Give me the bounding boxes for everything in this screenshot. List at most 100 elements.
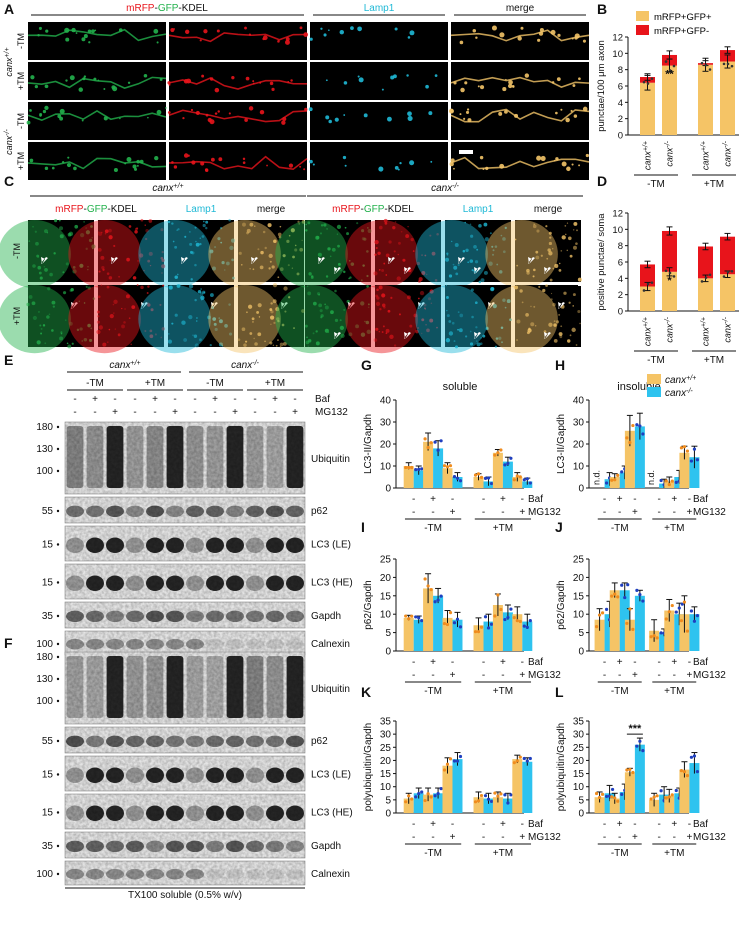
punctum — [324, 303, 327, 306]
punctum — [325, 115, 330, 120]
micrograph-tile — [485, 220, 582, 289]
mg132-sign: - — [673, 670, 676, 681]
baf-sign: + — [671, 494, 677, 505]
data-point — [486, 476, 491, 480]
data-point — [518, 475, 522, 479]
bar-segment — [640, 264, 655, 287]
punctum — [428, 111, 433, 116]
micrograph-tile — [310, 62, 448, 100]
punctum — [118, 275, 121, 278]
group-label: +TM — [664, 848, 684, 859]
punctum — [448, 108, 454, 114]
punctum — [212, 317, 217, 321]
punctum — [547, 248, 551, 252]
punctum — [308, 272, 312, 276]
punctum — [477, 85, 480, 88]
tile-background — [310, 22, 448, 60]
blot-strip-ubiquitin — [64, 651, 306, 725]
punctum — [318, 293, 320, 296]
data-point — [631, 627, 635, 631]
y-tick-label: 15 — [573, 591, 585, 602]
punctum — [72, 266, 76, 269]
punctum — [485, 326, 489, 330]
punctum — [183, 153, 189, 158]
punctum — [495, 337, 499, 340]
data-point — [404, 800, 408, 804]
punctum — [489, 232, 492, 235]
data-point — [635, 744, 639, 748]
punctum — [429, 234, 432, 237]
punctum — [242, 157, 246, 161]
group-label: -TM — [647, 179, 665, 190]
punctum — [576, 229, 578, 232]
mw-tick — [56, 739, 60, 743]
punctum — [366, 274, 369, 278]
treatment-label: -TM — [16, 113, 26, 129]
punctum — [283, 341, 287, 346]
punctum — [66, 162, 72, 168]
tile-background — [305, 220, 371, 282]
punctum — [244, 26, 247, 30]
punctum — [134, 227, 138, 231]
punctum — [448, 320, 452, 323]
y-tick-label: 10 — [612, 49, 623, 60]
band-label: p62 — [311, 736, 328, 747]
group-label: -TM — [611, 848, 629, 859]
y-tick-label: 10 — [380, 610, 392, 621]
mw-marker: 55 — [42, 736, 54, 747]
punctum — [219, 319, 223, 324]
arrowhead-marker — [458, 257, 465, 264]
punctum — [540, 254, 543, 257]
panel-letter-l: L — [555, 684, 564, 700]
punctum — [563, 291, 567, 295]
baf-sign: + — [272, 394, 278, 405]
punctum — [176, 229, 178, 231]
punctum — [161, 250, 164, 254]
punctum — [451, 321, 455, 325]
band-label: Calnexin — [311, 869, 350, 880]
bar-segment — [720, 274, 735, 311]
tile-background — [98, 220, 164, 282]
mw-marker: 100 — [36, 466, 53, 477]
punctum — [201, 74, 205, 78]
band-label: LC3 (HE) — [311, 808, 353, 819]
bar — [512, 759, 523, 813]
punctum — [571, 163, 574, 166]
data-point — [452, 621, 457, 625]
chart-l: 05101520253035polyubiquitin/Gapdh--+--+-… — [556, 717, 726, 860]
punctum — [104, 229, 109, 234]
punctum — [464, 81, 468, 85]
punctum — [319, 309, 323, 313]
data-point — [641, 432, 645, 436]
punctum — [310, 275, 314, 278]
data-point — [616, 473, 620, 477]
panel-letter-k: K — [361, 684, 371, 700]
data-point — [404, 465, 408, 470]
bar — [473, 797, 484, 813]
baf-row-label: Baf — [528, 819, 543, 830]
punctum — [194, 343, 199, 348]
punctum — [384, 222, 388, 225]
bar — [442, 765, 453, 813]
punctum — [459, 40, 464, 45]
punctum — [58, 219, 61, 222]
punctum — [109, 313, 114, 319]
punctum — [134, 230, 138, 234]
punctum — [350, 26, 354, 31]
punctum — [125, 294, 130, 299]
punctum — [39, 276, 43, 280]
punctum — [346, 232, 350, 236]
punctum — [491, 253, 495, 256]
punctum — [299, 165, 302, 168]
punctum — [579, 322, 581, 325]
punctum — [336, 224, 342, 230]
baf-sign: - — [482, 657, 485, 668]
mg132-sign: - — [673, 832, 676, 843]
punctum — [527, 328, 532, 333]
punctum — [29, 158, 34, 163]
mg132-sign: + — [112, 407, 118, 418]
bar — [522, 621, 533, 651]
punctum — [172, 240, 175, 243]
punctum — [407, 111, 412, 117]
mg132-sign: - — [482, 507, 485, 518]
